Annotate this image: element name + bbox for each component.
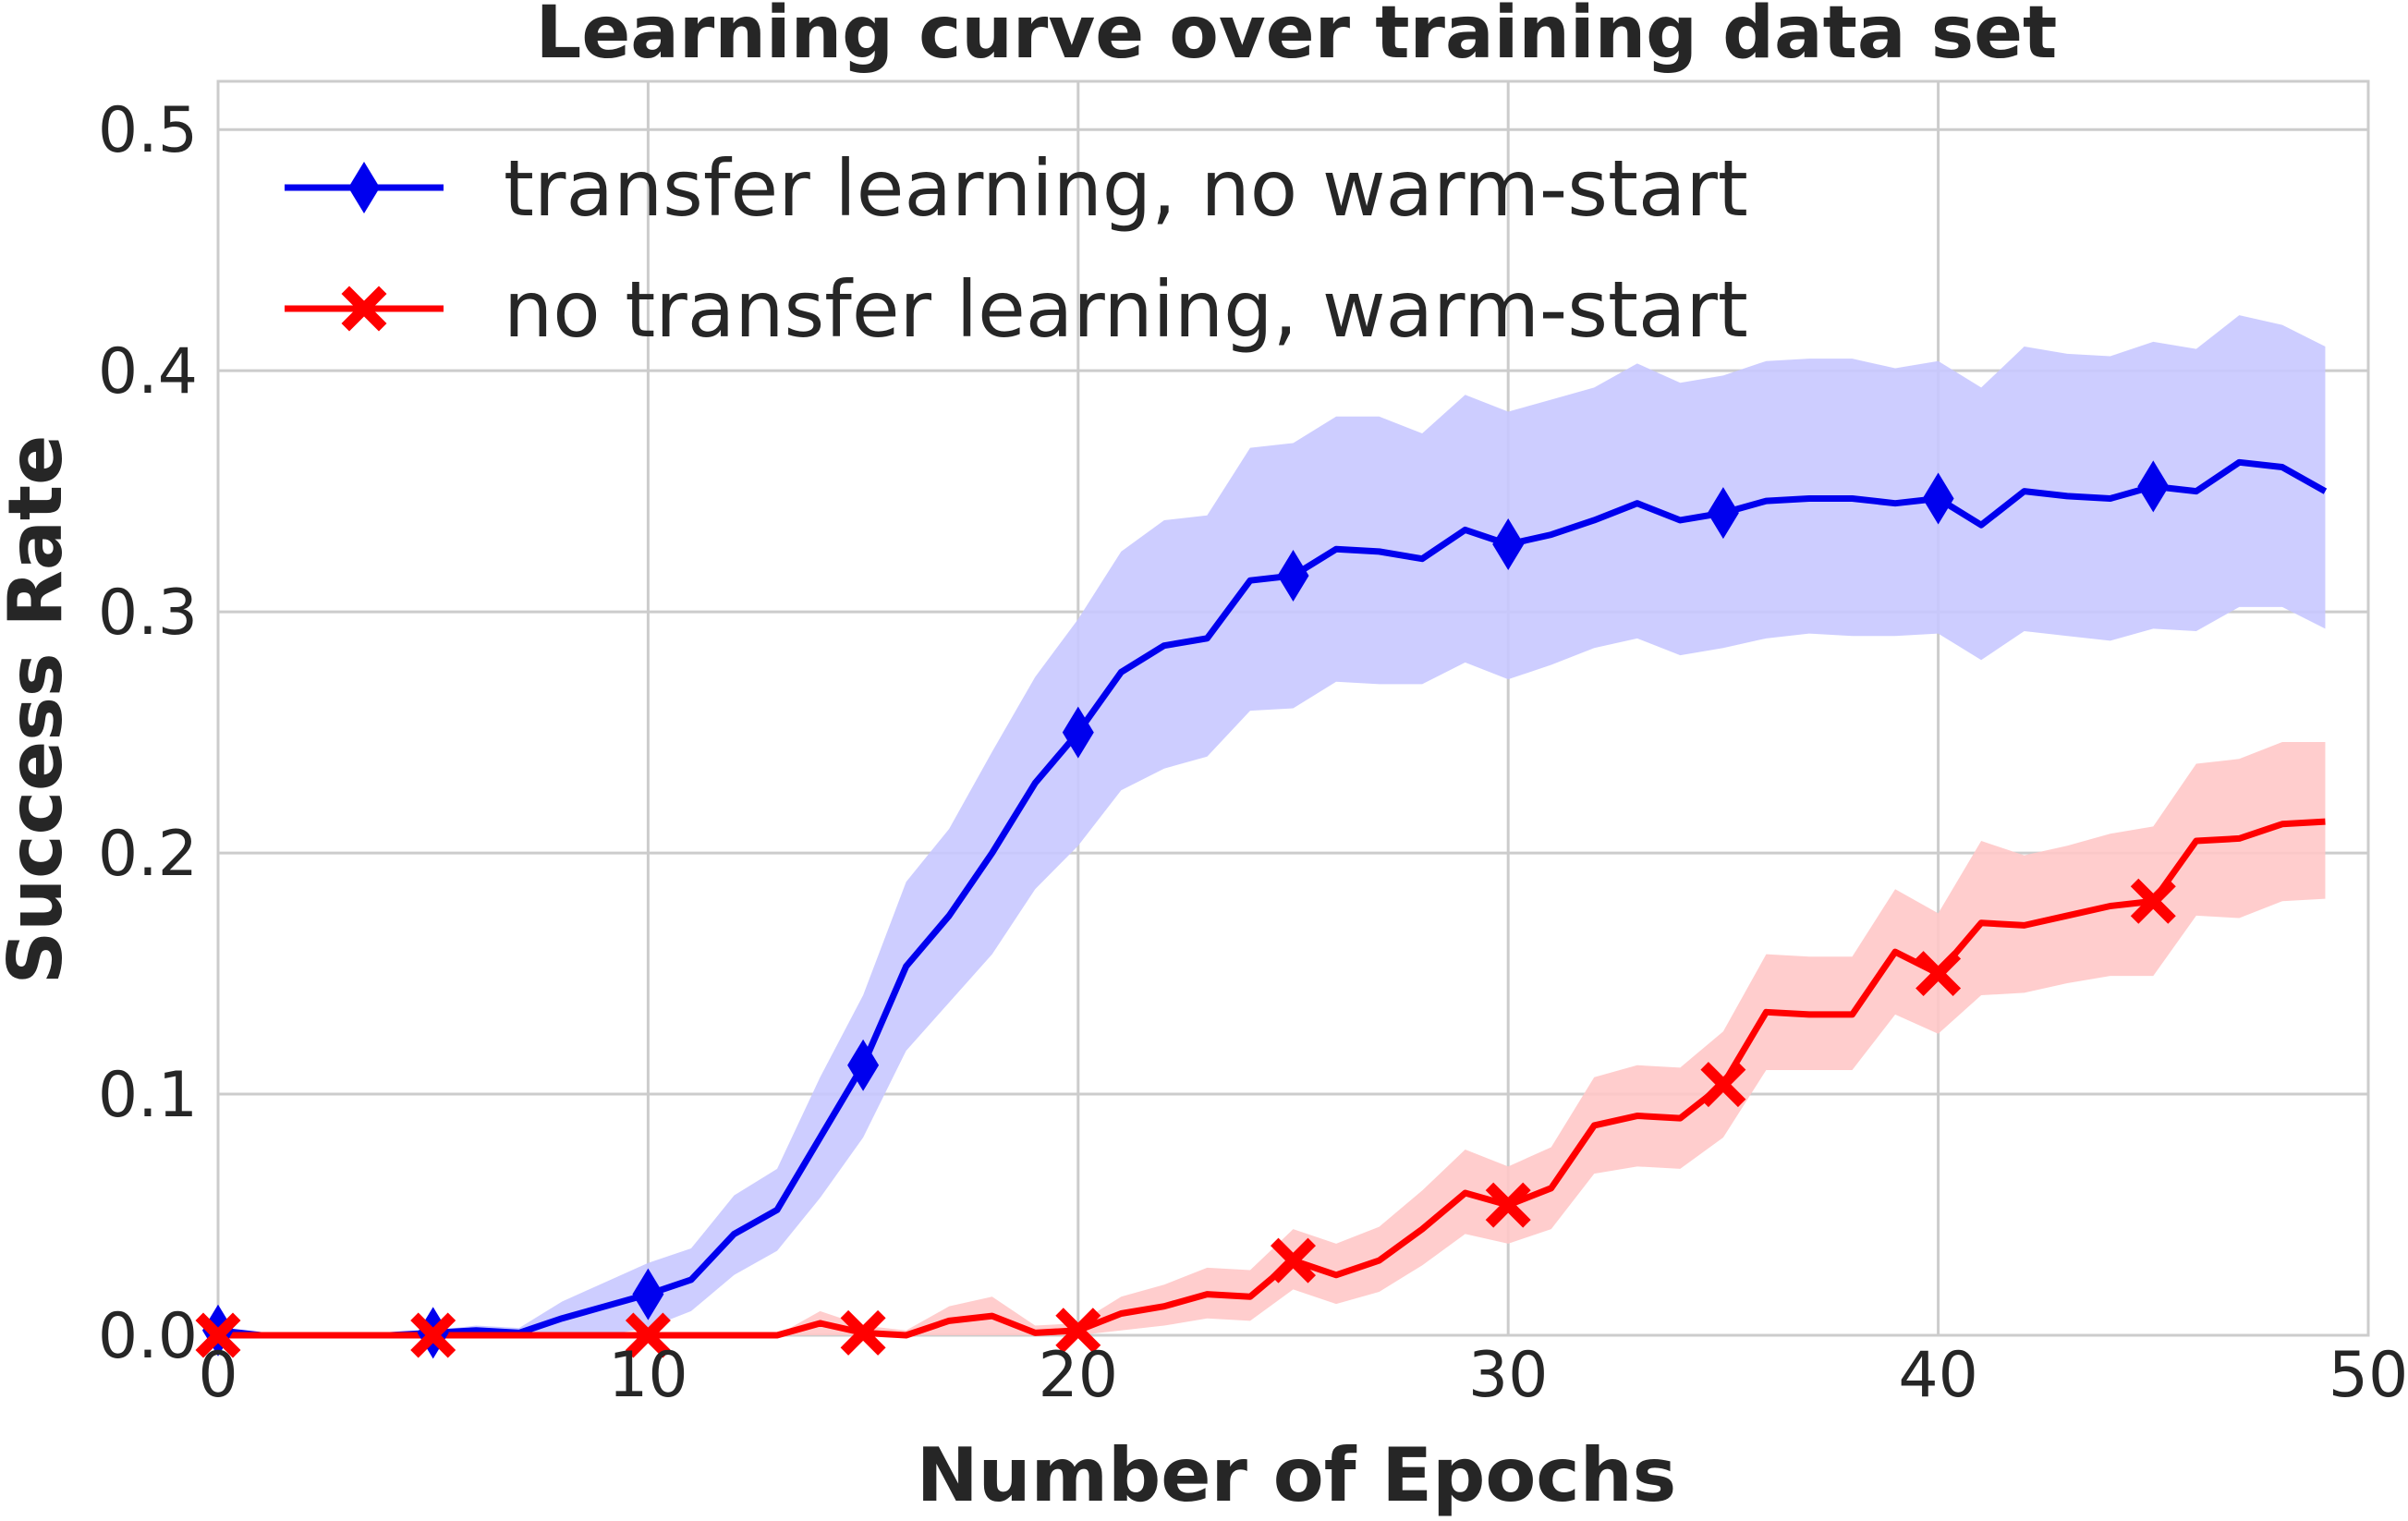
series-line-1 xyxy=(218,818,2326,1339)
diamond-marker xyxy=(1492,518,1525,571)
confidence-bands xyxy=(218,315,2326,1335)
legend-label: no transfer learning, warm-start xyxy=(504,264,1748,355)
y-tick-label: 0.4 xyxy=(98,335,198,408)
chart-title: Learning curve over training data set xyxy=(536,0,2058,75)
x-marker xyxy=(1700,1062,1746,1108)
tick-labels: 0 10 20 30 40 50 0.0 0.1 0.2 0.3 0.4 0.5 xyxy=(98,94,2408,1412)
x-marker-stroke xyxy=(410,1312,456,1358)
x-marker xyxy=(1485,1182,1531,1228)
series-line-0 xyxy=(217,458,2328,1339)
x-marker-stroke xyxy=(625,1312,671,1358)
x-marker xyxy=(341,286,387,332)
x-marker-stroke xyxy=(195,1312,241,1358)
diamond-marker xyxy=(1062,706,1094,759)
x-marker-stroke xyxy=(341,286,387,332)
y-axis-label: Success Rate xyxy=(0,435,79,985)
x-marker xyxy=(625,1312,671,1358)
y-tick-label: 0.5 xyxy=(98,94,198,167)
x-marker xyxy=(2130,878,2176,924)
x-marker xyxy=(195,1312,241,1358)
diamond-marker xyxy=(632,1268,664,1320)
series-band-0 xyxy=(218,315,2326,1335)
legend: transfer learning, no warm-start no trans… xyxy=(285,143,1748,355)
diamond-marker xyxy=(847,1039,880,1091)
diamond-marker xyxy=(2137,460,2170,513)
diamond-marker xyxy=(1922,472,1954,525)
y-tick-label: 0.3 xyxy=(98,577,198,650)
x-marker xyxy=(840,1309,886,1356)
x-tick-label: 50 xyxy=(2329,1339,2408,1412)
x-marker xyxy=(1055,1308,1101,1354)
series-markers xyxy=(195,460,2176,1359)
diamond-marker xyxy=(1707,487,1739,540)
plot-frame xyxy=(216,79,2370,1337)
x-marker-stroke xyxy=(1055,1308,1101,1354)
x-axis-label: Number of Epochs xyxy=(917,1432,1677,1516)
x-marker-stroke xyxy=(1485,1182,1531,1228)
x-marker-stroke xyxy=(1915,951,1962,997)
x-tick-label: 20 xyxy=(1039,1339,1119,1412)
x-tick-label: 0 xyxy=(198,1339,237,1412)
legend-label: transfer learning, no warm-start xyxy=(504,143,1748,234)
x-marker xyxy=(410,1312,456,1358)
x-tick-label: 40 xyxy=(1898,1339,1978,1412)
diamond-marker xyxy=(348,162,380,213)
x-tick-label: 10 xyxy=(608,1339,688,1412)
diamond-marker xyxy=(1277,549,1309,602)
x-marker-stroke xyxy=(2130,878,2176,924)
x-marker xyxy=(1271,1237,1316,1284)
x-tick-label: 30 xyxy=(1468,1339,1549,1412)
x-marker-stroke xyxy=(1700,1062,1746,1108)
series-lines xyxy=(217,458,2328,1339)
y-tick-label: 0.1 xyxy=(98,1059,198,1132)
y-tick-label: 0.0 xyxy=(98,1300,198,1373)
x-marker-stroke xyxy=(1271,1237,1316,1284)
x-marker xyxy=(1915,951,1962,997)
x-marker-stroke xyxy=(840,1309,886,1356)
y-tick-label: 0.2 xyxy=(98,818,198,891)
